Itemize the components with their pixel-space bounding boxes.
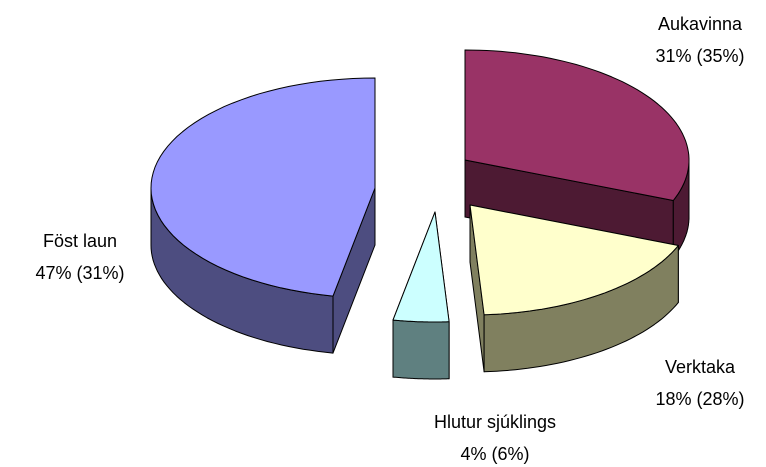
pie-tops bbox=[150, 49, 690, 323]
slice-top bbox=[464, 49, 690, 201]
slice-value-label: 4% (6%) bbox=[460, 444, 529, 464]
slice-value-label: 18% (28%) bbox=[655, 389, 744, 409]
slice-outer-side bbox=[392, 319, 450, 380]
slice-value-label: 31% (35%) bbox=[655, 46, 744, 66]
slice-top bbox=[469, 204, 679, 316]
slice-label: Hlutur sjúklings bbox=[434, 412, 556, 432]
slice-label: Föst laun bbox=[43, 231, 117, 251]
slice-top bbox=[392, 211, 450, 323]
slice-label: Verktaka bbox=[665, 357, 736, 377]
slice-label: Aukavinna bbox=[658, 14, 743, 34]
slice-value-label: 47% (31%) bbox=[35, 263, 124, 283]
slice-top bbox=[150, 77, 376, 297]
